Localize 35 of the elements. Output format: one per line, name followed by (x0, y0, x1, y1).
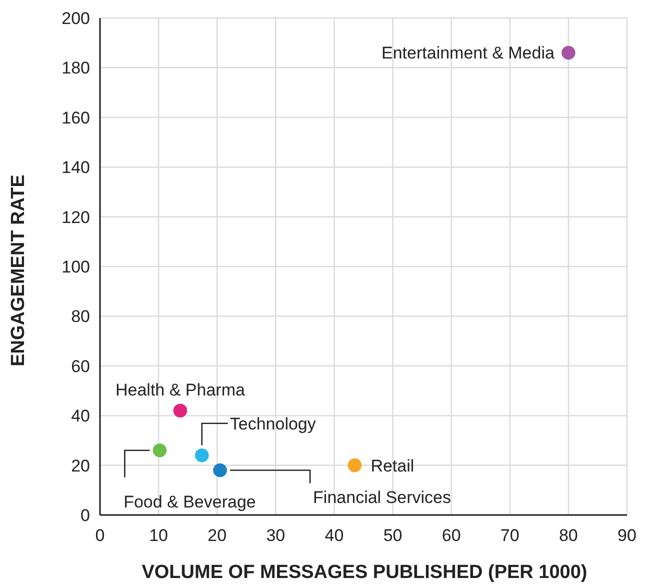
y-tick-label: 40 (71, 406, 90, 426)
x-tick-label: 40 (324, 526, 344, 545)
point (348, 458, 362, 472)
point (213, 463, 227, 478)
point (562, 46, 576, 60)
x-axis-title: VOLUME OF MESSAGES PUBLISHED (PER 1000) (142, 562, 588, 583)
y-tick-label: 200 (62, 8, 90, 28)
y-tick-label: 160 (62, 108, 90, 128)
series-label: Retail (370, 456, 414, 476)
x-tick-label: 10 (149, 526, 168, 545)
x-tick-label: 80 (558, 526, 578, 545)
text: Financial Services (313, 488, 452, 508)
y-tick-label: 0 (80, 506, 90, 525)
point (173, 404, 188, 418)
series-label: Health & Pharma (115, 380, 246, 400)
x-tick-label: 60 (442, 526, 461, 545)
y-tick-label: 20 (71, 456, 90, 476)
series-label: Entertainment & Media (382, 44, 555, 63)
x-tick-label: 50 (383, 526, 402, 545)
x-tick-label: 0 (95, 526, 105, 545)
point (152, 443, 167, 458)
y-tick-label: 60 (71, 356, 90, 376)
text: Food & Beverage (124, 492, 256, 512)
y-tick-label: 120 (62, 208, 90, 227)
series-label: Technology (230, 414, 316, 434)
y-tick-label: 80 (71, 307, 90, 326)
point (194, 448, 209, 462)
x-tick-label: 70 (500, 526, 520, 545)
y-tick-label: 140 (62, 158, 90, 178)
y-tick-label: 180 (62, 58, 90, 78)
y-axis-title: ENGAGEMENT RATE (8, 174, 29, 366)
x-tick-label: 90 (618, 526, 636, 545)
x-tick-label: 20 (208, 526, 227, 545)
y-tick-label: 100 (62, 257, 90, 276)
x-tick-label: 30 (266, 526, 286, 545)
